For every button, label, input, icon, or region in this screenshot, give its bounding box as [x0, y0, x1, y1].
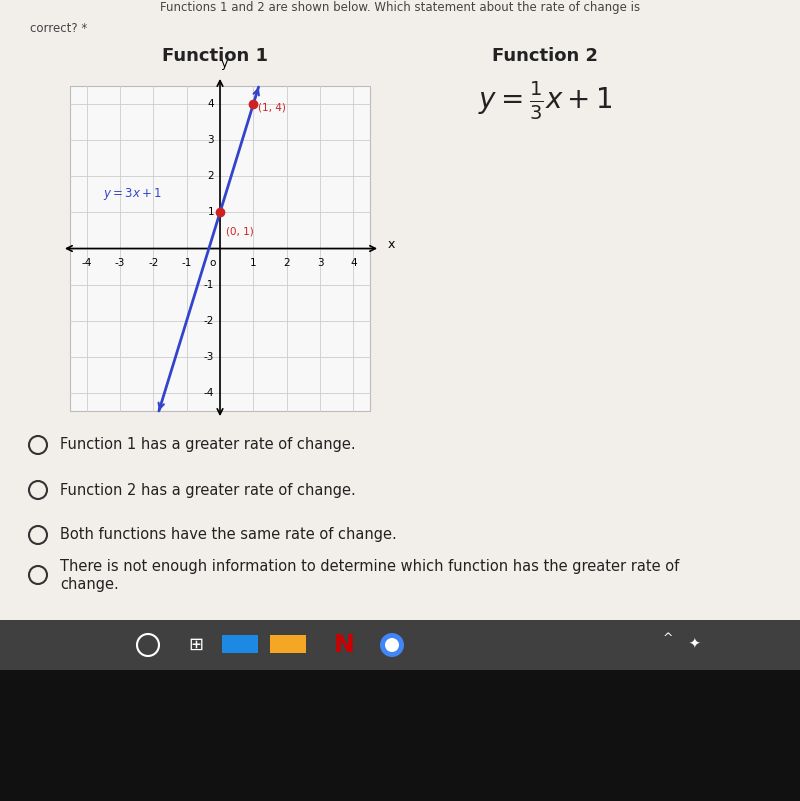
- Text: 4: 4: [350, 257, 357, 268]
- Text: Function 2: Function 2: [492, 47, 598, 65]
- Text: Function 1: Function 1: [162, 47, 268, 65]
- Text: ✦: ✦: [688, 638, 700, 652]
- Text: -3: -3: [115, 257, 125, 268]
- Text: Both functions have the same rate of change.: Both functions have the same rate of cha…: [60, 528, 397, 542]
- Text: ^: ^: [662, 633, 674, 646]
- Text: -4: -4: [204, 388, 214, 398]
- Text: -1: -1: [204, 280, 214, 290]
- Text: -2: -2: [204, 316, 214, 326]
- Text: 4: 4: [207, 99, 214, 109]
- Text: correct? *: correct? *: [30, 22, 87, 34]
- Text: $y = 3x + 1$: $y = 3x + 1$: [103, 187, 162, 203]
- Text: (0, 1): (0, 1): [226, 227, 254, 236]
- Text: ⊞: ⊞: [189, 636, 203, 654]
- Bar: [0, 670, 800, 801]
- Text: -2: -2: [148, 257, 158, 268]
- Text: 1: 1: [207, 207, 214, 217]
- Text: -4: -4: [82, 257, 92, 268]
- Text: Function 1 has a greater rate of change.: Function 1 has a greater rate of change.: [60, 437, 356, 453]
- Text: 1: 1: [250, 257, 257, 268]
- Text: There is not enough information to determine which function has the greater rate: There is not enough information to deter…: [60, 558, 679, 574]
- Text: Functions 1 and 2 are shown below. Which statement about the rate of change is: Functions 1 and 2 are shown below. Which…: [160, 2, 640, 14]
- Text: -3: -3: [204, 352, 214, 362]
- Bar: [222, 635, 258, 653]
- Text: $y = \frac{1}{3}x + 1$: $y = \frac{1}{3}x + 1$: [478, 80, 612, 122]
- Text: x: x: [388, 238, 395, 251]
- Circle shape: [380, 633, 404, 657]
- Bar: [0, 0, 800, 620]
- Circle shape: [385, 638, 399, 652]
- Text: (1, 4): (1, 4): [258, 102, 286, 112]
- Bar: [270, 635, 306, 653]
- Text: -1: -1: [182, 257, 192, 268]
- Bar: [70, 86, 370, 411]
- Text: N: N: [334, 633, 354, 657]
- Text: o: o: [210, 257, 216, 268]
- Text: change.: change.: [60, 577, 118, 591]
- Bar: [0, 620, 800, 670]
- Text: 3: 3: [207, 135, 214, 145]
- Text: 3: 3: [317, 257, 323, 268]
- Text: 2: 2: [207, 171, 214, 181]
- Text: 2: 2: [283, 257, 290, 268]
- Text: Function 2 has a greater rate of change.: Function 2 has a greater rate of change.: [60, 482, 356, 497]
- Text: y: y: [220, 57, 228, 70]
- Polygon shape: [222, 639, 258, 653]
